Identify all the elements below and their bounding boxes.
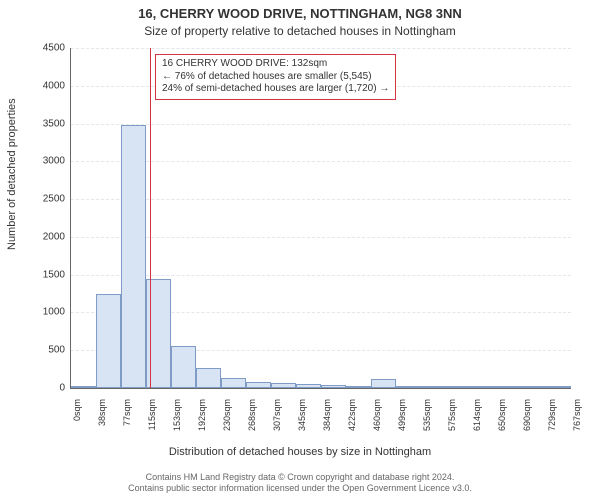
histogram-bar	[221, 378, 246, 388]
y-tick-label: 2000	[43, 231, 71, 242]
x-tick-label: 38sqm	[93, 399, 107, 426]
x-tick-label: 690sqm	[518, 399, 532, 431]
y-tick-label: 3000	[43, 156, 71, 167]
x-tick-label: 153sqm	[168, 399, 182, 431]
gridline	[71, 161, 571, 162]
y-tick-label: 4000	[43, 80, 71, 91]
x-tick-label: 650sqm	[493, 399, 507, 431]
histogram-bar	[196, 368, 221, 388]
annotation-line: 16 CHERRY WOOD DRIVE: 132sqm	[162, 58, 389, 71]
histogram-bar	[371, 379, 396, 388]
x-tick-label: 499sqm	[393, 399, 407, 431]
x-tick-label: 115sqm	[143, 399, 157, 430]
histogram-bar	[496, 386, 521, 388]
annotation-box: 16 CHERRY WOOD DRIVE: 132sqm← 76% of det…	[155, 54, 396, 100]
x-tick-label: 230sqm	[218, 399, 232, 431]
histogram-bar	[396, 386, 421, 388]
x-tick-label: 0sqm	[68, 399, 82, 421]
x-axis-label: Distribution of detached houses by size …	[0, 446, 600, 458]
histogram-bar	[446, 386, 471, 388]
histogram-bar	[171, 346, 196, 388]
footer-line-2: Contains public sector information licen…	[0, 483, 600, 494]
x-tick-label: 422sqm	[343, 399, 357, 431]
gridline	[71, 275, 571, 276]
x-tick-label: 729sqm	[543, 399, 557, 431]
y-axis-label: Number of detached properties	[6, 98, 18, 250]
histogram-bar	[296, 384, 321, 388]
x-tick-label: 77sqm	[118, 399, 132, 426]
reference-line	[150, 48, 151, 388]
x-tick-label: 614sqm	[468, 399, 482, 431]
chart-container: 16, CHERRY WOOD DRIVE, NOTTINGHAM, NG8 3…	[0, 0, 600, 500]
gridline	[71, 48, 571, 49]
x-tick-label: 767sqm	[568, 399, 582, 431]
histogram-bar	[321, 385, 346, 388]
x-tick-label: 345sqm	[293, 399, 307, 431]
annotation-line: 24% of semi-detached houses are larger (…	[162, 83, 389, 96]
gridline	[71, 124, 571, 125]
x-tick-label: 384sqm	[318, 399, 332, 431]
histogram-bar	[246, 382, 271, 388]
histogram-bar	[521, 386, 546, 388]
y-tick-label: 3500	[43, 118, 71, 129]
title-sub: Size of property relative to detached ho…	[0, 24, 600, 38]
x-tick-label: 535sqm	[418, 399, 432, 431]
y-tick-label: 1500	[43, 269, 71, 280]
footer-line-1: Contains HM Land Registry data © Crown c…	[0, 472, 600, 483]
histogram-bar	[471, 386, 496, 388]
y-tick-label: 2500	[43, 194, 71, 205]
x-tick-label: 268sqm	[243, 399, 257, 431]
gridline	[71, 199, 571, 200]
y-tick-label: 1000	[43, 307, 71, 318]
x-tick-label: 460sqm	[368, 399, 382, 431]
histogram-bar	[546, 386, 571, 388]
x-tick-label: 192sqm	[193, 399, 207, 431]
histogram-bar	[121, 125, 146, 388]
histogram-bar	[96, 294, 121, 388]
histogram-bar	[346, 386, 371, 388]
histogram-bar	[421, 386, 446, 388]
y-tick-label: 0	[59, 383, 71, 394]
histogram-bar	[271, 383, 296, 388]
title-main: 16, CHERRY WOOD DRIVE, NOTTINGHAM, NG8 3…	[0, 6, 600, 21]
gridline	[71, 237, 571, 238]
x-tick-label: 307sqm	[268, 399, 282, 431]
y-tick-label: 4500	[43, 43, 71, 54]
footer-attribution: Contains HM Land Registry data © Crown c…	[0, 472, 600, 495]
histogram-bar	[71, 386, 96, 388]
annotation-line: ← 76% of detached houses are smaller (5,…	[162, 71, 389, 84]
x-tick-label: 575sqm	[443, 399, 457, 431]
plot-area: 0500100015002000250030003500400045000sqm…	[70, 48, 571, 389]
y-tick-label: 500	[48, 345, 71, 356]
